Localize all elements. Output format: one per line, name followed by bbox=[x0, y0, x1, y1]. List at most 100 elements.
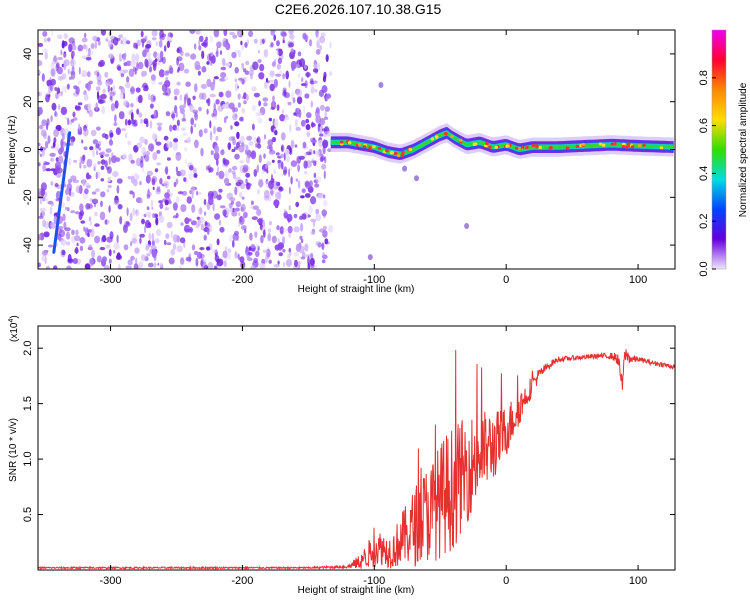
spectrogram-noise-mark bbox=[272, 136, 277, 143]
spectrogram-noise-mark bbox=[189, 30, 196, 34]
spectrogram-noise-mark bbox=[200, 147, 204, 157]
spectrogram-noise-mark bbox=[94, 235, 101, 244]
spectrogram-noise-mark bbox=[237, 102, 241, 108]
spectrogram-noise-mark bbox=[43, 37, 47, 43]
spectrogram-noise-mark bbox=[119, 92, 124, 99]
spectrogram-noise-mark bbox=[163, 45, 167, 52]
spectrogram-ridge-band-4 bbox=[330, 131, 674, 156]
spectrogram-noise-mark bbox=[289, 123, 292, 133]
spectrogram-noise-mark bbox=[273, 199, 280, 207]
spectrogram-noise-mark bbox=[203, 39, 208, 48]
spectrogram-noise-mark bbox=[79, 203, 84, 212]
spectrogram-noise-mark bbox=[159, 215, 165, 224]
spectrogram-noise-mark bbox=[53, 265, 58, 269]
spectrogram-noise-mark bbox=[283, 152, 286, 161]
spectrogram-noise-mark bbox=[234, 186, 238, 196]
spectrogram-noise-mark bbox=[154, 168, 159, 173]
spectrogram-noise-mark bbox=[255, 143, 258, 148]
spectrogram-noise-mark bbox=[174, 105, 178, 114]
spectrogram-noise-mark bbox=[231, 51, 237, 59]
spectrogram-noise-mark bbox=[238, 49, 241, 58]
spectrogram-noise-mark bbox=[101, 133, 107, 138]
spectrogram-noise-mark bbox=[322, 75, 327, 83]
spectrogram-noise-mark bbox=[50, 68, 56, 77]
spectrogram-noise-mark bbox=[173, 88, 180, 96]
spectrogram-noise-mark bbox=[245, 145, 249, 153]
spectrogram-noise-mark bbox=[224, 62, 231, 67]
spectrogram-x-tick-label: -100 bbox=[363, 274, 385, 286]
spectrogram-noise-mark bbox=[296, 88, 303, 98]
spectrogram-noise-mark bbox=[50, 168, 56, 172]
spectrogram-noise-mark bbox=[263, 219, 265, 228]
spectrogram-noise-mark bbox=[156, 122, 163, 126]
spectrogram-noise-mark bbox=[270, 187, 274, 196]
spectrogram-noise-mark bbox=[283, 208, 287, 214]
spectrogram-noise-mark bbox=[95, 102, 98, 111]
spectrogram-noise-mark bbox=[216, 238, 220, 246]
spectrogram-noise-mark bbox=[197, 207, 204, 215]
spectrogram-noise-mark bbox=[282, 36, 285, 43]
spectrogram-noise-mark bbox=[280, 30, 287, 37]
spectrogram-noise-mark bbox=[190, 117, 195, 126]
spectrogram-noise-mark bbox=[81, 155, 85, 165]
spectrogram-noise-region bbox=[38, 30, 334, 269]
spectrogram-noise-mark bbox=[119, 58, 123, 62]
spectrogram-noise-mark bbox=[216, 171, 219, 176]
spectrogram-noise-mark bbox=[310, 100, 313, 108]
spectrogram-noise-mark bbox=[172, 243, 177, 251]
spectrogram-hot-spot bbox=[494, 145, 499, 149]
spectrogram-noise-mark bbox=[312, 68, 319, 73]
spectrogram-noise-mark bbox=[84, 32, 87, 38]
spectrogram-noise-mark bbox=[87, 229, 92, 233]
spectrogram-noise-mark bbox=[151, 178, 156, 186]
spectrogram-noise-mark bbox=[122, 153, 127, 159]
spectrogram-noise-mark bbox=[216, 158, 219, 166]
spectrogram-hot-spot bbox=[630, 145, 635, 149]
spectrogram-noise-mark bbox=[108, 205, 111, 213]
spectrogram-noise-mark bbox=[305, 118, 310, 124]
spectrogram-noise-mark bbox=[151, 232, 155, 242]
spectrogram-hot-spot bbox=[472, 142, 477, 146]
spectrogram-noise-mark bbox=[310, 196, 317, 205]
spectrogram-noise-mark bbox=[193, 250, 199, 256]
spectrogram-noise-mark bbox=[209, 224, 213, 233]
spectrogram-noise-mark bbox=[215, 259, 221, 263]
spectrogram-noise-mark bbox=[135, 257, 138, 266]
spectrogram-noise-mark bbox=[316, 40, 320, 49]
spectrogram-noise-mark bbox=[301, 188, 306, 193]
spectrogram-noise-mark bbox=[38, 142, 41, 147]
spectrogram-noise-mark bbox=[276, 40, 280, 47]
spectrogram-noise-mark bbox=[155, 229, 162, 237]
spectrogram-noise-mark bbox=[270, 42, 274, 48]
spectrogram-noise-mark bbox=[113, 249, 116, 254]
spectrogram-noise-mark bbox=[71, 44, 77, 51]
spectrogram-noise-mark bbox=[207, 261, 214, 269]
spectrogram-noise-mark bbox=[213, 30, 220, 38]
spectrogram-noise-mark bbox=[132, 233, 137, 240]
spectrogram-noise-mark bbox=[141, 39, 145, 48]
colorbar-ticks: 0.0 0.2 0.4 0.6 0.8 bbox=[698, 70, 716, 277]
spectrogram-noise-mark bbox=[222, 250, 228, 259]
spectrogram-noise-mark bbox=[181, 190, 188, 196]
spectrogram-noise-mark bbox=[279, 153, 285, 159]
spectrogram-noise-mark bbox=[318, 228, 325, 233]
spectrogram-noise-mark bbox=[195, 30, 201, 35]
spectrogram-noise-mark bbox=[271, 159, 275, 163]
spectrogram-noise-mark bbox=[273, 118, 279, 128]
spectrogram-noise-mark bbox=[282, 227, 287, 233]
spectrogram-noise-mark bbox=[310, 83, 314, 89]
spectrogram-noise-mark bbox=[276, 63, 282, 70]
spectrogram-diagonal-line bbox=[52, 131, 72, 254]
spectrogram-noise-mark bbox=[264, 81, 268, 89]
spectrogram-noise-mark bbox=[38, 262, 41, 268]
spectrogram-noise-mark bbox=[129, 190, 134, 195]
spectrogram-noise-mark bbox=[91, 249, 96, 259]
spectrogram-noise-mark bbox=[88, 216, 92, 222]
spectrogram-noise-mark bbox=[231, 165, 238, 171]
spectrogram-noise-mark bbox=[133, 263, 139, 269]
spectrogram-noise-mark bbox=[241, 225, 247, 231]
spectrogram-noise-mark bbox=[293, 112, 297, 116]
spectrogram-noise-mark bbox=[289, 147, 293, 155]
spectrogram-noise-mark bbox=[42, 163, 46, 172]
spectrogram-noise-mark bbox=[172, 142, 179, 151]
